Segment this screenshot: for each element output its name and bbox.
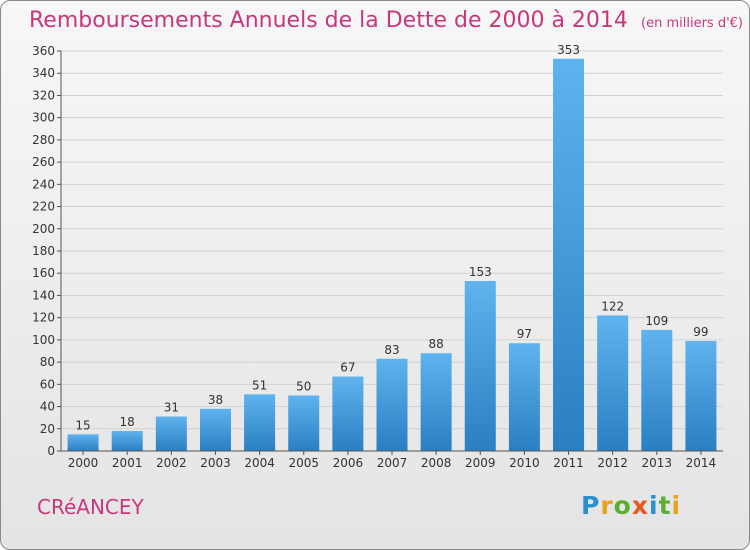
y-tick-label: 240 [32,177,55,191]
bar-2011 [553,58,585,452]
bar-2012 [597,315,629,451]
y-tick-label: 220 [32,200,55,214]
x-tick-label: 2000 [68,456,99,470]
y-tick-label: 280 [32,133,55,147]
y-tick-label: 120 [32,311,55,325]
y-tick-label: 360 [32,44,55,58]
bar-2013 [641,329,673,451]
x-tick-label: 2009 [465,456,496,470]
bar-2001 [111,431,143,451]
x-tick-label: 2004 [244,456,275,470]
value-label: 50 [296,379,311,393]
bar-2000 [67,434,99,451]
y-tick-label: 40 [40,400,55,414]
title-line: Remboursements Annuels de la Dette de 20… [29,8,743,33]
y-tick-label: 20 [40,422,55,436]
x-tick-label: 2010 [509,456,540,470]
logo-letter: r [600,491,614,520]
x-tick-label: 2013 [642,456,673,470]
bar-2008 [420,353,452,451]
y-tick-label: 300 [32,111,55,125]
y-tick-label: 80 [40,355,55,369]
value-label: 97 [517,327,532,341]
value-label: 153 [469,265,492,279]
y-tick-label: 200 [32,222,55,236]
value-label: 31 [164,401,179,415]
chart-subtitle: (en milliers d'€) [641,16,743,31]
value-label: 15 [75,418,90,432]
y-tick-label: 140 [32,288,55,302]
x-tick-label: 2003 [200,456,231,470]
chart-title: Remboursements Annuels de la Dette de 20… [29,8,628,33]
bar-2014 [685,341,717,451]
y-tick-label: 180 [32,244,55,258]
x-tick-label: 2011 [553,456,584,470]
value-label: 18 [120,415,135,429]
value-label: 83 [384,343,399,357]
x-tick-label: 2012 [597,456,628,470]
value-label: 109 [645,314,668,328]
bar-2007 [376,358,408,451]
y-tick-label: 260 [32,155,55,169]
commune-name: CRéANCEY [37,495,144,519]
value-label: 353 [557,43,580,57]
value-label: 122 [601,299,624,313]
bars: 15 18 31 38 51 50 67 83 88 153 97 353 122 109 99 [67,43,717,452]
value-label: 38 [208,393,223,407]
y-tick-label: 100 [32,333,55,347]
y-tick-label: 60 [40,377,55,391]
bar-2006 [332,376,364,451]
logo-letter: P [581,491,601,520]
bar-2004 [244,394,276,451]
y-tick-label: 0 [47,444,55,458]
logo-letter: t [658,491,672,520]
bar-2005 [288,395,320,451]
x-tick-label: 2002 [156,456,187,470]
axes: 0 20 40 60 80 100 120 140 160 180 200 220 240 260 280 3… [32,44,723,470]
y-tick-label: 320 [32,88,55,102]
y-tick-label: 160 [32,266,55,280]
bar-2010 [508,343,540,451]
logo-letter: i [671,491,682,520]
x-tick-label: 2008 [421,456,452,470]
y-tick-label: 340 [32,66,55,80]
bar-2009 [464,281,496,451]
value-label: 99 [693,325,708,339]
logo-letter: x [631,491,649,520]
value-label: 67 [340,361,355,375]
x-tick-label: 2005 [288,456,319,470]
x-tick-label: 2006 [333,456,364,470]
x-tick-label: 2014 [686,456,717,470]
proxiti-logo: Proxiti [581,491,681,520]
value-label: 51 [252,378,267,392]
bar-2003 [199,408,231,451]
value-label: 88 [428,337,443,351]
bar-2002 [155,416,187,451]
logo-letter: i [649,491,659,520]
logo-letter: o [613,491,632,520]
x-tick-label: 2007 [377,456,408,470]
x-tick-label: 2001 [112,456,143,470]
